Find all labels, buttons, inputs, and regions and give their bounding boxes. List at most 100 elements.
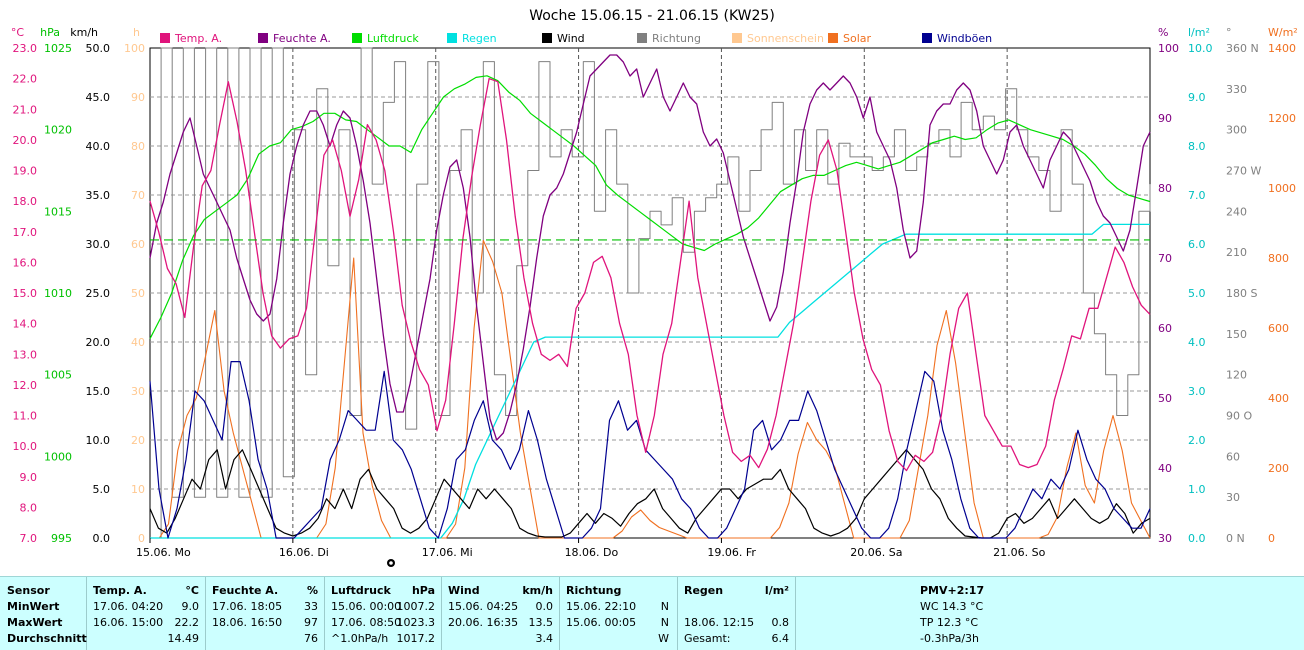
dir-max-time: 15.06. 00:05	[566, 616, 637, 629]
y-tick-label-left: 20.0	[86, 336, 111, 349]
y-tick-label-left: 100	[124, 42, 145, 55]
y-tick-label-left: 40.0	[86, 140, 111, 153]
y-tick-label-right: 6.0	[1188, 238, 1206, 251]
x-tick-label: 15.06. Mo	[136, 546, 191, 559]
y-tick-label-right: 4.0	[1188, 336, 1206, 349]
legend-label: Solar	[843, 32, 872, 45]
header-temp: Temp. A.	[93, 584, 147, 597]
hum-max-time: 18.06. 16:50	[212, 616, 283, 629]
y-tick-label-left: 1020	[44, 124, 72, 137]
y-tick-label-left: 1025	[44, 42, 72, 55]
rain-max: 0.8	[771, 616, 790, 629]
legend-label: Temp. A.	[174, 32, 222, 45]
temp-min: 9.0	[181, 600, 200, 613]
legend-label: Regen	[462, 32, 497, 45]
y-tick-label-right: 9.0	[1188, 91, 1206, 104]
y-tick-label-right: 180 S	[1226, 287, 1257, 300]
pressure-trend-3h: -0.3hPa/3h	[920, 632, 979, 645]
axis-unit-left: h	[133, 26, 140, 39]
y-tick-label-right: 60	[1158, 322, 1172, 335]
y-tick-label-right: 600	[1268, 322, 1289, 335]
y-tick-label-left: 50.0	[86, 42, 111, 55]
legend-swatch	[732, 33, 742, 43]
legend-label: Windböen	[937, 32, 992, 45]
legend-swatch	[922, 33, 932, 43]
axis-unit-left: hPa	[40, 26, 60, 39]
y-tick-label-right: 90 O	[1226, 410, 1252, 423]
axis-unit-left: °C	[11, 26, 25, 39]
temp-avg: 14.49	[167, 632, 200, 645]
stats-col-pressure: Luftdruck hPa 15.06. 00:00 1007.2 17.06. 0…	[325, 577, 442, 650]
now-marker	[387, 559, 395, 567]
y-tick-label-left: 0	[138, 532, 145, 545]
y-tick-label-left: 13.0	[13, 348, 38, 361]
y-tick-label-left: 10.0	[13, 440, 38, 453]
y-tick-label-right: 100	[1158, 42, 1179, 55]
header-direction: Richtung	[566, 584, 622, 597]
header-rain-unit: l/m²	[764, 584, 789, 597]
temp-max-time: 16.06. 15:00	[93, 616, 164, 629]
header-sensor: Sensor	[7, 584, 50, 597]
y-tick-label-left: 14.0	[13, 318, 38, 331]
legend-swatch	[352, 33, 362, 43]
pmv-value: PMV+2:17	[920, 584, 985, 597]
windchill-value: WC 14.3 °C	[920, 600, 984, 613]
rain-total: 6.4	[771, 632, 790, 645]
y-tick-label-left: 70	[131, 189, 145, 202]
y-tick-label-left: 45.0	[86, 91, 111, 104]
stats-col-wind: Wind km/h 15.06. 04:25 0.0 20.06. 16:35 13.…	[442, 577, 560, 650]
y-tick-label-left: 0.0	[93, 532, 111, 545]
stats-col-humidity: Feuchte A.% 17.06. 18:05 33 18.06. 16:50 9…	[206, 577, 325, 650]
label-avg: Durchschnitt	[7, 632, 87, 645]
y-tick-label-right: 2.0	[1188, 434, 1206, 447]
series-luftdruck	[149, 75, 1151, 339]
wind-max-time: 20.06. 16:35	[448, 616, 519, 629]
y-tick-label-right: 120	[1226, 369, 1247, 382]
legend-swatch	[258, 33, 268, 43]
x-tick-label: 20.06. Sa	[850, 546, 902, 559]
legend-swatch	[637, 33, 647, 43]
y-tick-label-right: 0	[1268, 532, 1275, 545]
y-tick-label-right: 270 W	[1226, 165, 1261, 178]
series-temp	[149, 77, 1151, 472]
x-tick-label: 19.06. Fr	[707, 546, 756, 559]
y-tick-label-right: 0 N	[1226, 532, 1245, 545]
y-tick-label-left: 11.0	[13, 410, 38, 423]
y-tick-label-left: 90	[131, 91, 145, 104]
y-tick-label-left: 5.0	[93, 483, 111, 496]
legend-swatch	[447, 33, 457, 43]
y-tick-label-left: 17.0	[13, 226, 38, 239]
y-tick-label-left: 8.0	[20, 501, 38, 514]
y-tick-label-right: 300	[1226, 124, 1247, 137]
y-tick-label-left: 1015	[44, 205, 72, 218]
y-tick-label-left: 35.0	[86, 189, 111, 202]
series-feuchte	[149, 54, 1151, 441]
rain-max-time: 18.06. 12:15	[684, 616, 755, 629]
header-rain: Regen	[684, 584, 724, 597]
y-tick-label-right: 0.0	[1188, 532, 1206, 545]
y-tick-label-right: 1.0	[1188, 483, 1206, 496]
stats-col-extra: PMV+2:17 WC 14.3 °C TP 12.3 °C -0.3hPa/3…	[796, 577, 1106, 650]
y-tick-label-left: 19.0	[13, 165, 38, 178]
dir-min-time: 15.06. 22:10	[566, 600, 637, 613]
header-pressure: Luftdruck	[331, 584, 391, 597]
y-tick-label-left: 9.0	[20, 471, 38, 484]
y-tick-label-right: 200	[1268, 462, 1289, 475]
legend-swatch	[828, 33, 838, 43]
axis-unit-right: l/m²	[1188, 26, 1210, 39]
legend: Temp. A. Feuchte A. Luftdruck Regen Wind Rich…	[160, 32, 992, 45]
x-tick-label: 16.06. Di	[279, 546, 329, 559]
x-tick-label: 17.06. Mi	[422, 546, 473, 559]
hum-max: 97	[304, 616, 318, 629]
legend-label: Luftdruck	[367, 32, 419, 45]
y-tick-label-right: 330	[1226, 83, 1247, 96]
dir-max: N	[660, 616, 669, 629]
y-tick-label-left: 60	[131, 238, 145, 251]
temp-max: 22.2	[174, 616, 200, 629]
pres-trend: ^1.0hPa/h	[331, 632, 389, 645]
label-max: MaxWert	[7, 616, 63, 629]
legend-label: Feuchte A.	[273, 32, 331, 45]
temp-min-time: 17.06. 04:20	[93, 600, 164, 613]
y-tick-label-right: 7.0	[1188, 189, 1206, 202]
plot-series	[149, 47, 1151, 539]
